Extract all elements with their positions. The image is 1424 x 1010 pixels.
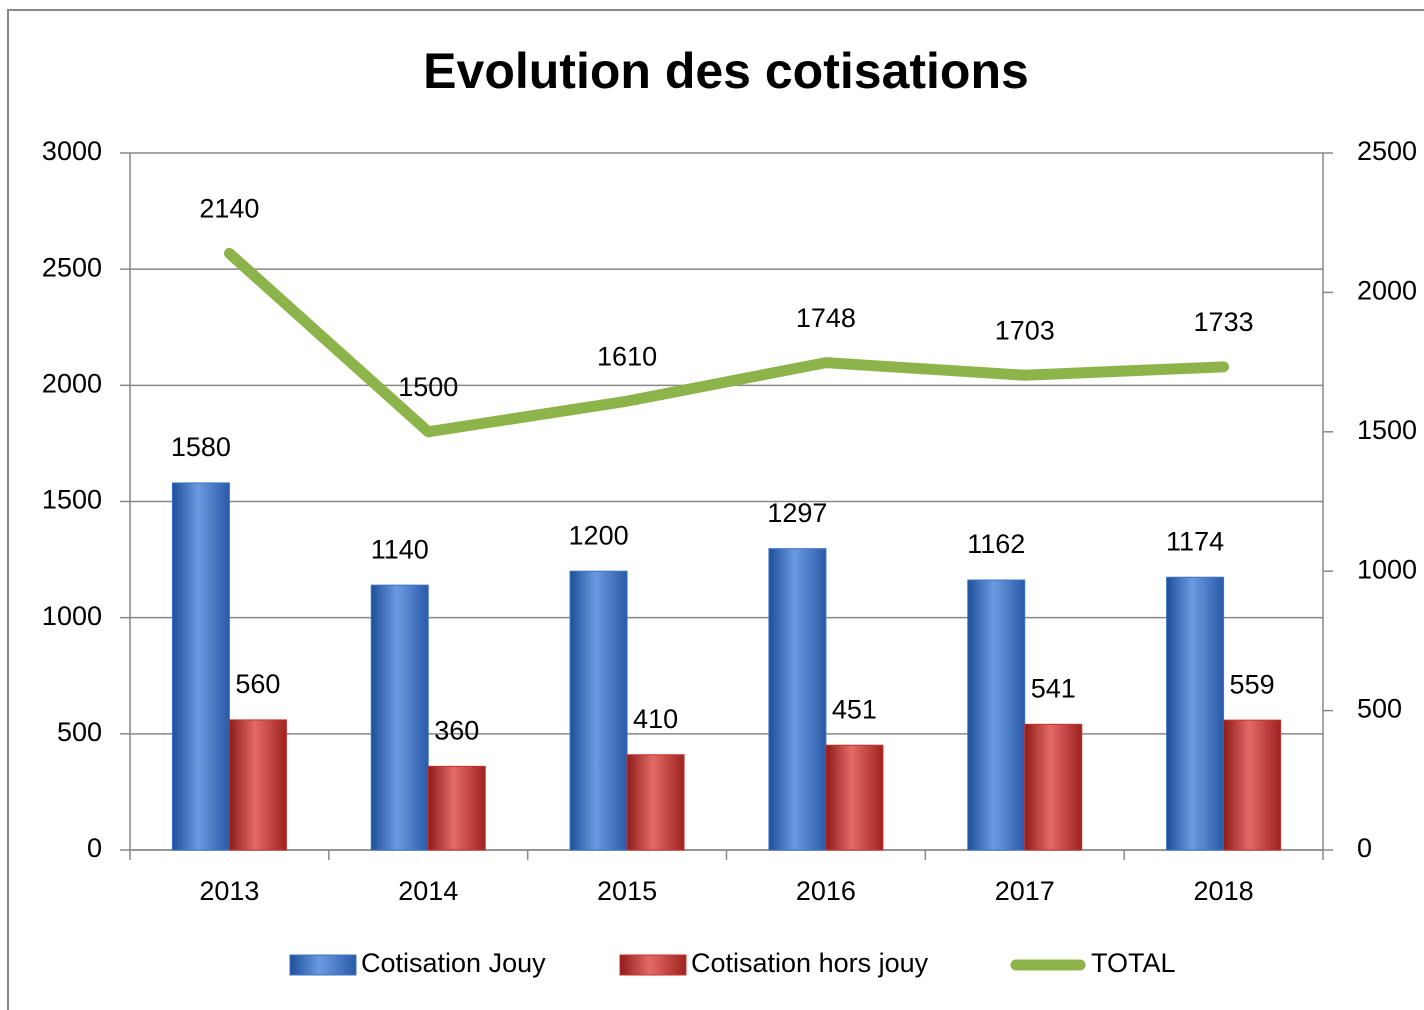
y-tick-label: 2500 xyxy=(42,252,102,282)
data-label: 451 xyxy=(832,694,877,724)
legend-swatch xyxy=(289,954,357,976)
y2-tick-label: 2000 xyxy=(1357,276,1417,306)
bar xyxy=(427,765,486,851)
y-tick-label: 3000 xyxy=(42,136,102,166)
y-tick-label: 1000 xyxy=(42,601,102,631)
data-label: 1140 xyxy=(371,534,429,564)
data-label: 1297 xyxy=(767,498,827,528)
x-tick-label: 2015 xyxy=(597,876,657,906)
data-label: 559 xyxy=(1230,669,1275,699)
data-label: 410 xyxy=(633,704,678,734)
data-label: 360 xyxy=(434,715,479,745)
bar xyxy=(370,584,429,851)
x-tick-label: 2013 xyxy=(199,876,259,906)
bar xyxy=(1166,576,1225,851)
data-label: 1703 xyxy=(995,315,1055,345)
chart-title: Evolution des cotisations xyxy=(423,43,1029,99)
data-label: 1580 xyxy=(171,432,231,462)
legend-label: Cotisation hors jouy xyxy=(691,948,929,978)
y2-tick-label: 1500 xyxy=(1357,415,1417,445)
y2-tick-label: 1000 xyxy=(1357,554,1417,584)
bar xyxy=(171,482,230,851)
bar xyxy=(967,579,1026,851)
bar xyxy=(569,570,628,851)
bar xyxy=(825,744,884,851)
bar xyxy=(1024,723,1083,851)
x-tick-label: 2017 xyxy=(995,876,1055,906)
x-tick-label: 2018 xyxy=(1194,876,1254,906)
legend-label: TOTAL xyxy=(1091,948,1176,978)
data-label: 1610 xyxy=(597,341,657,371)
y2-tick-label: 2500 xyxy=(1357,136,1417,166)
data-label: 1174 xyxy=(1166,526,1224,556)
legend-swatch xyxy=(619,954,687,976)
y2-tick-label: 500 xyxy=(1357,694,1402,724)
y-tick-label: 1500 xyxy=(42,485,102,515)
y-tick-label: 2000 xyxy=(42,368,102,398)
bar xyxy=(768,548,827,851)
data-label: 1500 xyxy=(398,372,458,402)
y-tick-label: 0 xyxy=(87,833,102,863)
y2-tick-label: 0 xyxy=(1357,833,1372,863)
x-tick-label: 2016 xyxy=(796,876,856,906)
y-tick-label: 500 xyxy=(57,717,102,747)
data-label: 1733 xyxy=(1194,307,1254,337)
bar xyxy=(1223,719,1282,851)
data-label: 1162 xyxy=(967,529,1025,559)
bar xyxy=(228,719,287,851)
total-line xyxy=(223,247,1230,438)
data-label: 560 xyxy=(235,669,280,699)
data-label: 1748 xyxy=(796,303,856,333)
x-tick-label: 2014 xyxy=(398,876,458,906)
chart-frame xyxy=(7,9,1424,1010)
legend-label: Cotisation Jouy xyxy=(361,948,546,978)
data-label: 2140 xyxy=(199,193,259,223)
data-label: 541 xyxy=(1031,673,1076,703)
data-label: 1200 xyxy=(569,520,629,550)
bar xyxy=(626,754,685,851)
